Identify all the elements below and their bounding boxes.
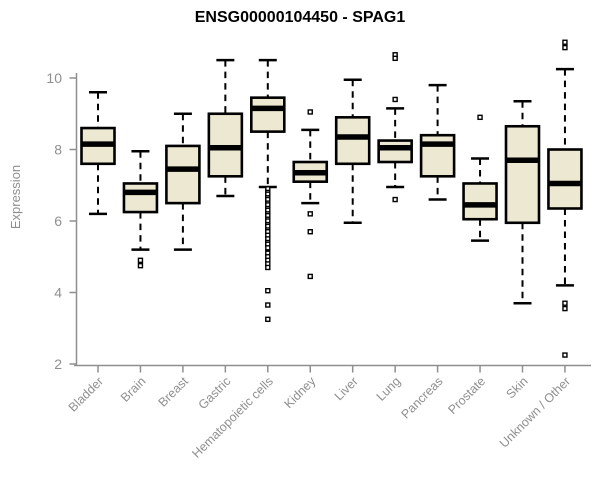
outlier-point	[137, 262, 144, 269]
x-tick-label-hematopoietic-cells: Hematopoietic cells	[189, 374, 276, 461]
outlier-point	[307, 109, 313, 115]
outlier-point	[562, 352, 568, 358]
y-tick-label: 6	[54, 213, 62, 229]
iqr-box	[250, 96, 286, 133]
outlier-point	[265, 288, 271, 294]
outlier-point	[137, 257, 144, 264]
x-tick-label-prostate: Prostate	[445, 374, 488, 417]
outlier-point	[562, 39, 568, 45]
outlier-point	[392, 96, 398, 103]
x-tick-label-skin: Skin	[504, 374, 531, 401]
outlier-point	[265, 264, 271, 271]
outlier-point	[562, 44, 568, 51]
y-tick-label: 10	[46, 70, 62, 86]
outlier-point	[392, 55, 398, 62]
y-axis-label: Expression	[8, 165, 23, 229]
y-tick-label: 4	[54, 285, 62, 301]
y-tick-label: 8	[54, 142, 62, 158]
outlier-point	[307, 229, 313, 235]
outlier-point	[265, 245, 271, 251]
x-tick-label-kidney: Kidney	[281, 374, 318, 411]
x-tick-label-pancreas: Pancreas	[398, 374, 445, 421]
outlier-point	[307, 273, 313, 280]
boxplot-lung: Lung	[374, 52, 413, 404]
boxplot-gastric: Gastric	[196, 58, 244, 412]
iqr-box	[547, 148, 583, 210]
outlier-point	[265, 302, 271, 308]
iqr-box	[165, 144, 201, 205]
outlier-point	[265, 316, 271, 323]
boxplot-skin: Skin	[504, 99, 541, 401]
iqr-box	[504, 124, 541, 225]
x-tick-label-bladder: Bladder	[66, 374, 106, 414]
boxplot-brain: Brain	[118, 150, 159, 405]
outlier-point	[477, 114, 483, 121]
chart-title: ENSG00000104450 - SPAG1	[194, 9, 406, 26]
iqr-box	[462, 182, 498, 221]
x-tick-label-liver: Liver	[332, 374, 361, 403]
x-tick-label-lung: Lung	[374, 374, 404, 404]
outlier-point	[392, 196, 398, 203]
iqr-box	[334, 116, 371, 166]
x-tick-label-gastric: Gastric	[196, 374, 234, 412]
outlier-point	[307, 211, 313, 217]
boxplot-liver: Liver	[332, 78, 371, 403]
outlier-point	[562, 300, 568, 306]
x-tick-label-breast: Breast	[156, 374, 192, 410]
x-tick-label-brain: Brain	[118, 374, 149, 405]
outlier-point	[562, 305, 568, 312]
y-tick-label: 2	[54, 356, 62, 372]
boxplot-pancreas: Pancreas	[398, 83, 456, 421]
iqr-box	[377, 139, 413, 164]
iqr-box	[419, 133, 456, 178]
iqr-box	[122, 182, 159, 214]
